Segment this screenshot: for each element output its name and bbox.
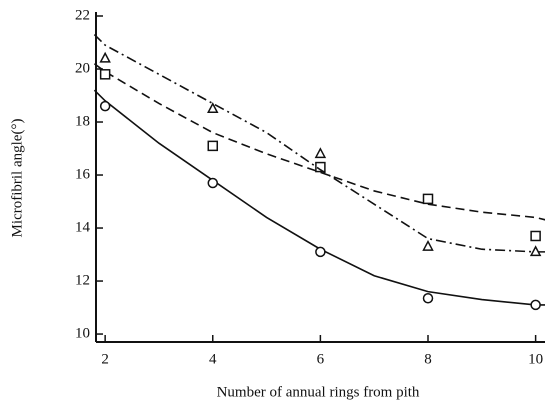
point <box>422 293 434 304</box>
point <box>422 193 434 205</box>
point <box>207 102 219 114</box>
point <box>529 245 542 257</box>
point <box>99 100 111 112</box>
x-tick-label: 8 <box>424 351 432 367</box>
point <box>314 147 327 159</box>
fit-line <box>93 33 545 253</box>
point <box>530 299 541 311</box>
y-tick-label: 20 <box>75 60 90 76</box>
y-tick-label: 18 <box>75 113 90 129</box>
y-tick-label: 22 <box>75 7 90 23</box>
fit-line <box>93 63 545 221</box>
y-tick-label: 12 <box>75 272 90 288</box>
point <box>99 51 111 63</box>
y-axis-label: Microfibril angle(°) <box>9 119 25 238</box>
x-axis-label: Number of annual rings from pith <box>217 384 420 400</box>
point <box>99 69 111 80</box>
x-tick-label: 4 <box>209 351 217 367</box>
point <box>207 140 219 152</box>
x-tick-label: 2 <box>101 351 109 367</box>
y-tick-label: 16 <box>75 166 91 182</box>
point <box>207 177 219 189</box>
y-tick-label: 10 <box>75 325 90 341</box>
point <box>315 246 326 258</box>
y-tick-label: 14 <box>75 219 91 235</box>
fit-line <box>93 89 545 306</box>
point <box>315 161 326 173</box>
x-tick-label: 10 <box>528 351 543 367</box>
point <box>530 230 541 242</box>
x-tick-label: 6 <box>317 351 325 367</box>
point <box>422 239 434 251</box>
